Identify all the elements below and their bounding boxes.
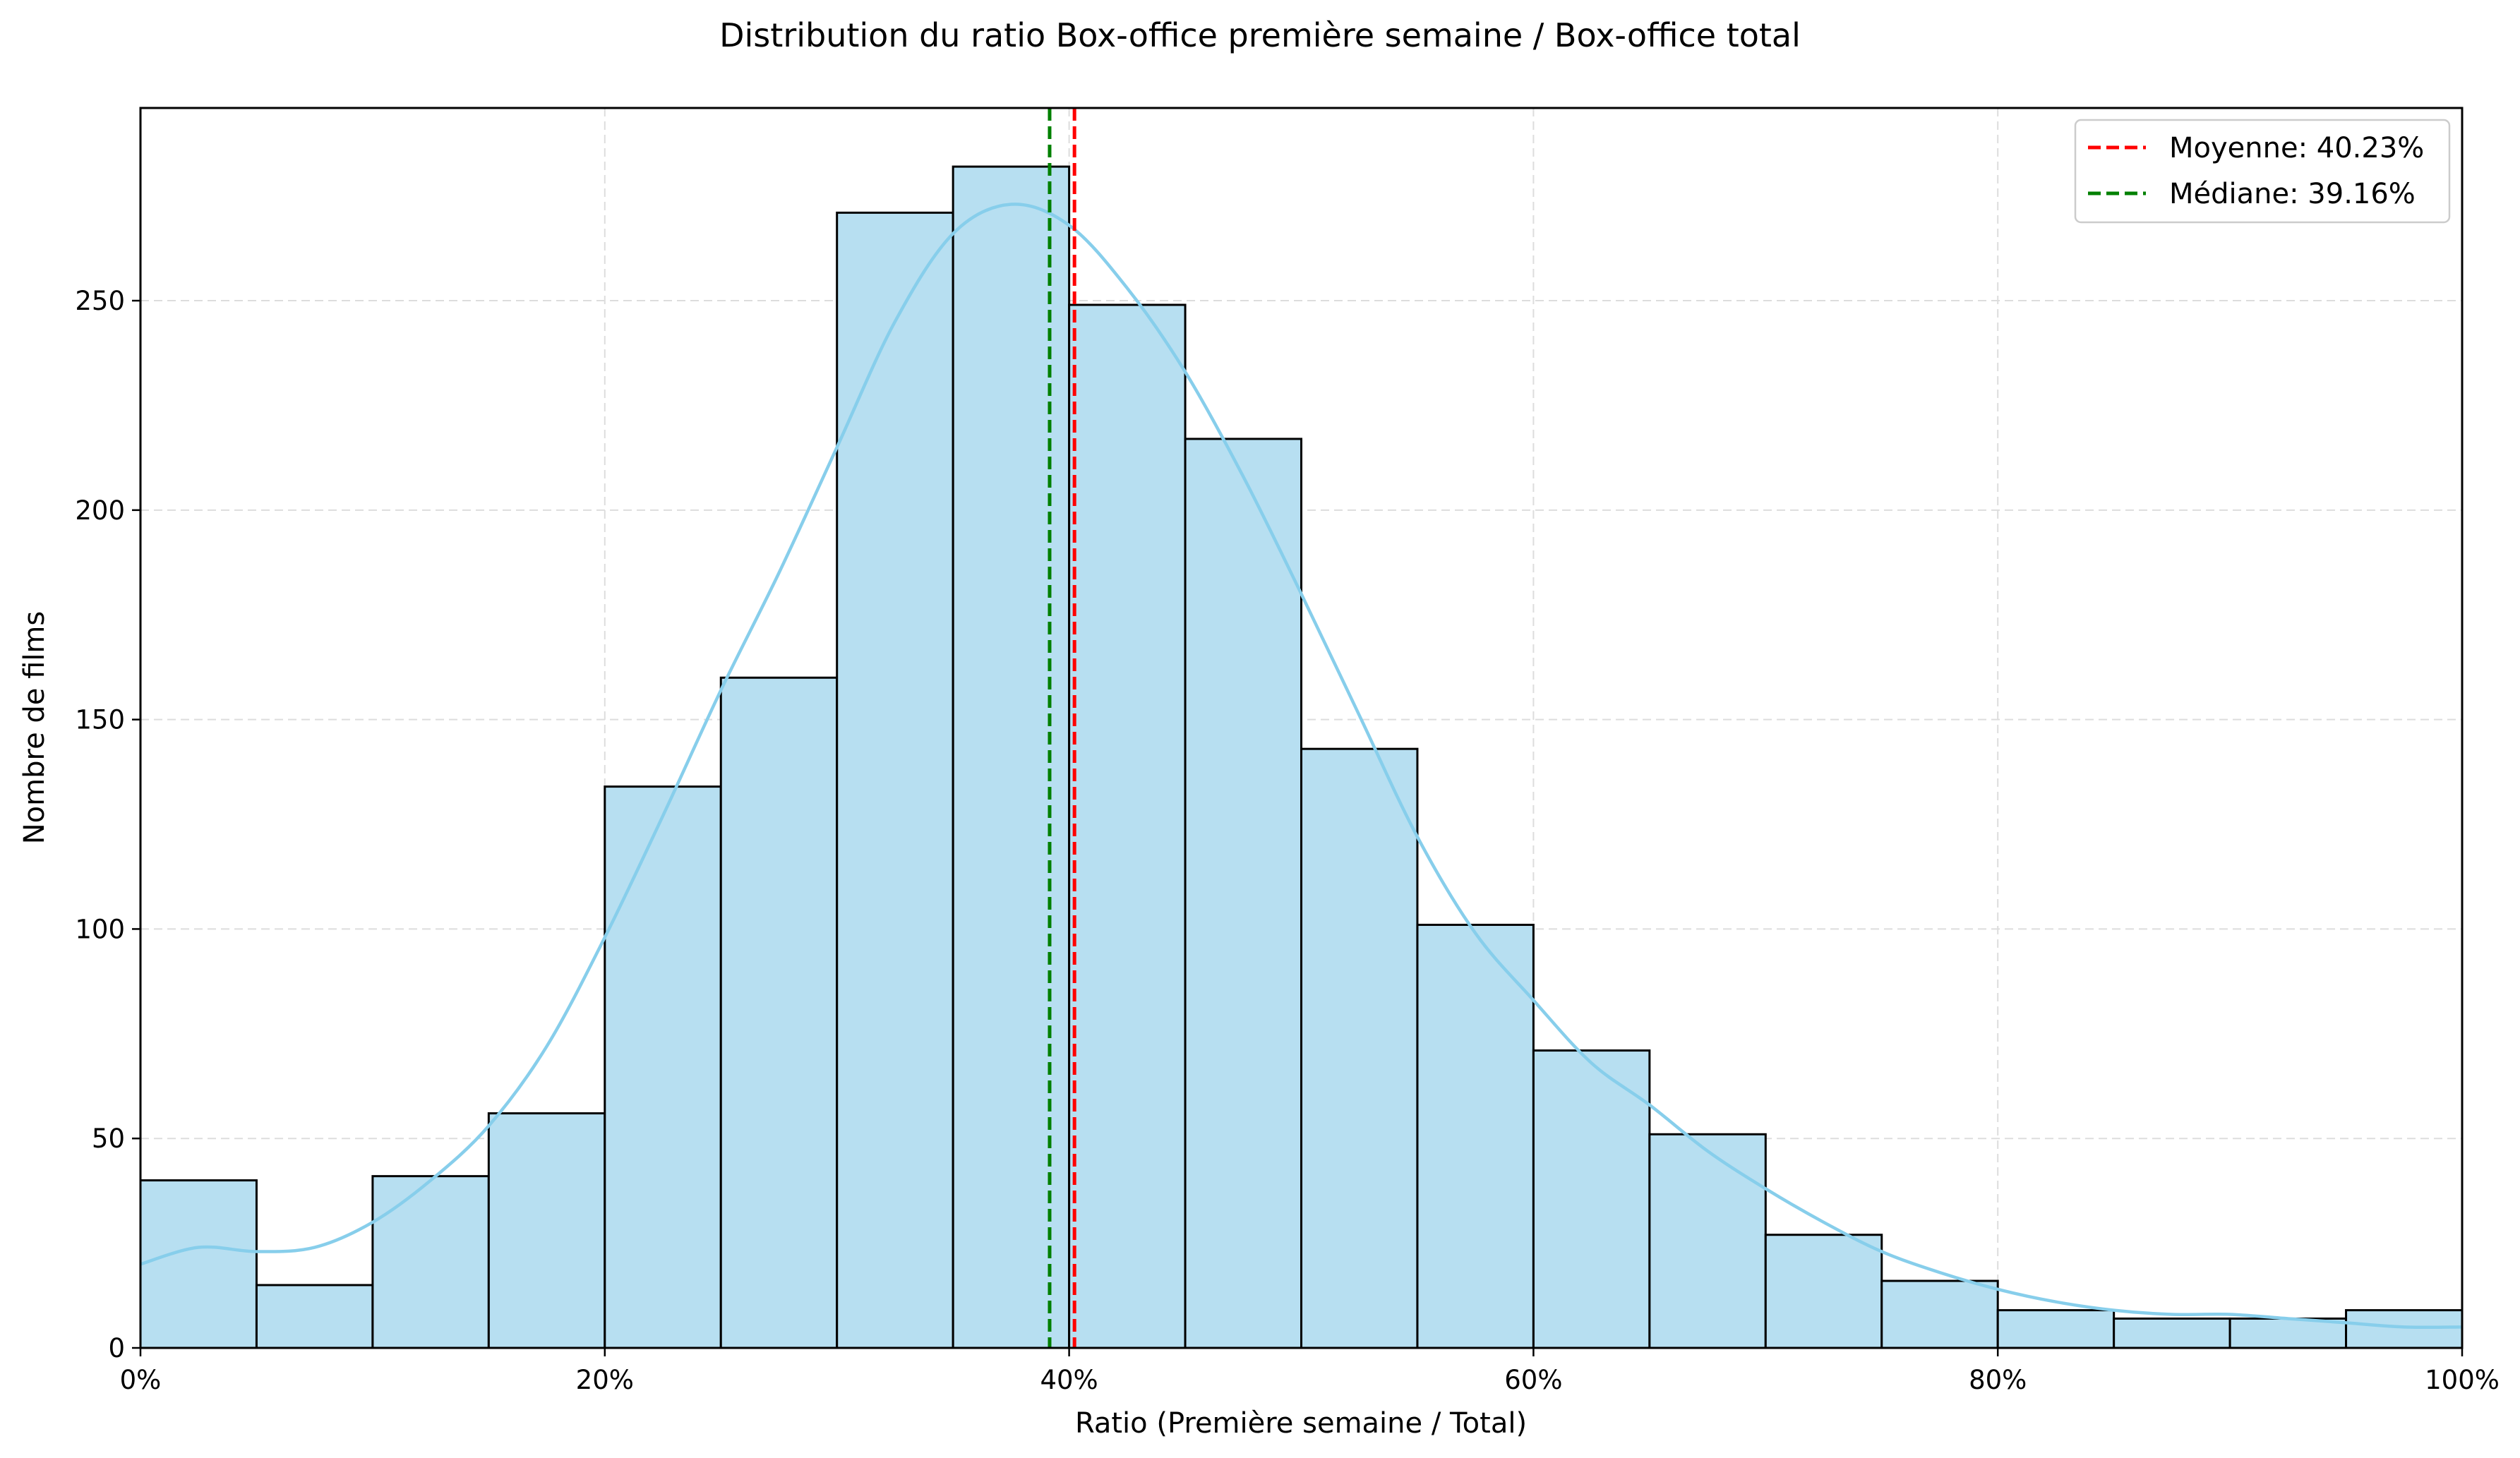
histogram-bar [487,1112,606,1349]
x-tick-label: 20% [576,1365,634,1395]
histogram-bar [719,676,839,1349]
histogram-bar [1648,1133,1767,1349]
y-axis-label: Nombre de films [18,611,51,844]
y-axis-ticks: 0 50 100 150 200 250 [75,286,140,1363]
histogram-bar [1068,303,1187,1349]
histogram-bar [139,1179,258,1349]
histogram-bar [255,1284,374,1349]
plot-frame [139,107,2464,1349]
histogram-bar [1996,1309,2116,1349]
x-tick-label: 60% [1504,1365,1562,1395]
y-tick-label: 100 [75,914,125,944]
legend-box [2074,119,2451,224]
legend-mean-label: Moyenne: 40.23% [2169,132,2424,164]
y-tick-label: 150 [75,705,125,735]
reference-lines [1048,108,1076,1348]
x-tick-label: 40% [1040,1365,1098,1395]
histogram-bar [1764,1234,1883,1349]
histogram-bar [1880,1279,1999,1349]
y-tick-label: 50 [92,1123,125,1154]
x-axis-ticks: 0% 20% 40% 60% 80% 100% [120,1348,2500,1395]
histogram-bar [1184,438,1303,1349]
histogram-bar [2113,1317,2231,1349]
histogram-bar [2345,1309,2464,1349]
x-axis-label: Ratio (Première semaine / Total) [1075,1407,1527,1440]
x-tick-label: 100% [2425,1365,2500,1395]
histogram-bar [1416,923,1535,1349]
histogram-bar [371,1175,490,1349]
histogram-bars [139,165,2464,1349]
x-tick-label: 0% [120,1365,162,1395]
y-tick-label: 200 [75,495,125,526]
histogram-bar [836,211,954,1349]
legend-median-label: Médiane: 39.16% [2169,178,2416,210]
chart-title: Distribution du ratio Box-office premièr… [719,16,1801,54]
kde-curve [140,203,2463,1330]
histogram-bar [604,785,722,1349]
histogram-bar [1532,1049,1651,1349]
x-tick-label: 80% [1969,1365,2027,1395]
legend: Moyenne: 40.23% Médiane: 39.16% [2074,119,2451,224]
y-tick-label: 0 [108,1333,125,1363]
y-tick-label: 250 [75,286,125,316]
histogram-bar [952,165,1071,1349]
histogram-bar [1300,747,1419,1349]
